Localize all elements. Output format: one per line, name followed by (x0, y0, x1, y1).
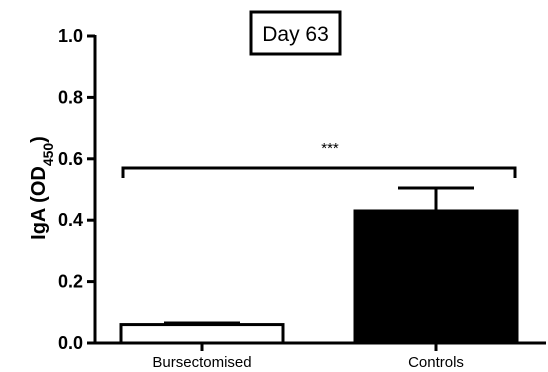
significance-bracket (121, 166, 517, 178)
x-tick-label: Controls (408, 354, 464, 371)
plot-area: 0.0 0.2 0.4 0.6 0.8 1.0 Bursectomised Controls (58, 26, 546, 371)
y-tick-label: 0.8 (58, 87, 83, 107)
y-axis-label-close: ) (28, 136, 50, 143)
bar-bursectomised (119, 323, 285, 345)
y-tick-label: 1.0 (58, 26, 83, 46)
y-tick-label: 0.4 (58, 210, 83, 230)
y-tick-label: 0.6 (58, 149, 83, 169)
y-tick-label: 0.0 (58, 333, 83, 353)
bar-controls (353, 209, 519, 345)
y-axis-label-main: IgA (OD (28, 166, 50, 240)
y-axis-label-subscript: 450 (40, 143, 56, 167)
chart-title: Day 63 (262, 23, 329, 46)
title-box (249, 10, 342, 56)
significance-label: *** (321, 140, 339, 157)
x-tick-label: Bursectomised (152, 354, 251, 371)
y-axis-label: IgA (OD450) (28, 136, 56, 240)
y-tick-label: 0.2 (58, 272, 83, 292)
